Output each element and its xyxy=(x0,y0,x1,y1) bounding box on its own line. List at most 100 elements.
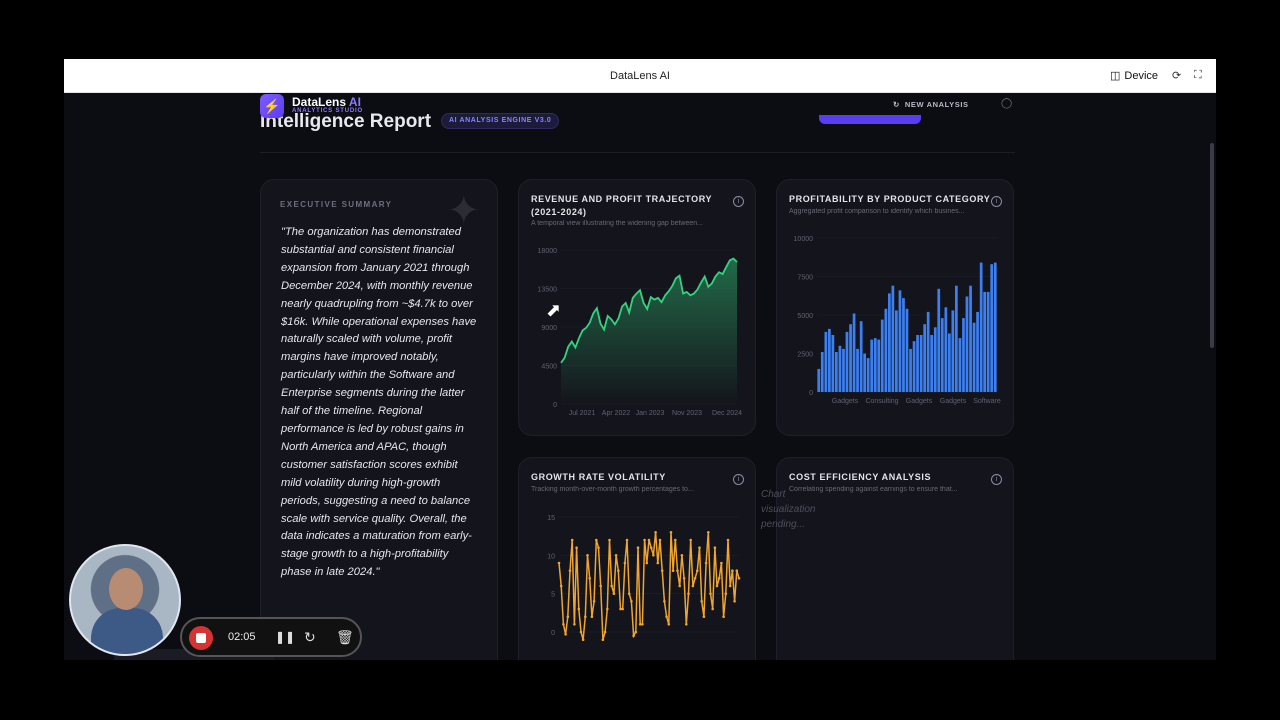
github-icon[interactable]: ◯ xyxy=(1001,98,1013,109)
info-icon[interactable]: i xyxy=(733,474,744,485)
browser-toolbar: DataLens AI ◫ Device ⟳ ⛶ xyxy=(64,59,1216,93)
growth-point xyxy=(573,623,576,626)
profit-bar xyxy=(990,264,994,392)
executive-summary-text: "The organization has demonstrated subst… xyxy=(281,226,477,579)
new-analysis-button[interactable]: ↻ NEW ANALYSIS xyxy=(893,100,969,109)
profit-bar xyxy=(979,262,983,392)
growth-point xyxy=(656,561,660,565)
growth-point xyxy=(588,577,591,580)
growth-point xyxy=(592,600,596,603)
profit-y-tick-label: 10000 xyxy=(794,236,814,243)
profit-x-tick-label: Consulting xyxy=(865,398,898,405)
profit-x-tick-label: Gadgets xyxy=(940,398,967,405)
profitability-card-subtitle: Aggregated profit comparison to identify… xyxy=(789,208,965,215)
growth-point xyxy=(691,584,695,588)
profit-y-tick-label: 5000 xyxy=(797,313,813,320)
growth-point xyxy=(636,546,640,549)
browser-frame: DataLens AI ◫ Device ⟳ ⛶ Intelligence Re… xyxy=(64,59,1216,660)
profit-bar xyxy=(948,333,951,392)
revenue-y-tick-label: 18000 xyxy=(538,248,558,255)
growth-point xyxy=(667,623,671,626)
webcam-preview[interactable] xyxy=(69,544,181,656)
device-button[interactable]: ◫ Device xyxy=(1110,69,1158,83)
new-analysis-label: NEW ANALYSIS xyxy=(904,100,969,109)
trash-icon[interactable]: 🗑 xyxy=(336,629,354,645)
info-icon[interactable]: i xyxy=(991,474,1002,485)
profit-bar xyxy=(856,348,859,392)
profit-bar xyxy=(940,318,944,392)
growth-point xyxy=(579,630,583,634)
growth-point xyxy=(685,623,688,626)
profit-bar xyxy=(993,262,997,392)
pause-icon[interactable]: ❚❚ xyxy=(275,630,296,644)
growth-point xyxy=(599,584,602,588)
growth-point xyxy=(590,615,594,618)
growth-point xyxy=(669,531,673,534)
profit-x-tick-label: Gadgets xyxy=(832,398,859,405)
profit-bar xyxy=(926,311,930,392)
refresh-icon: ↻ xyxy=(893,100,900,109)
growth-point xyxy=(682,577,686,580)
growth-point xyxy=(577,607,581,611)
mouse-cursor-icon: ⬈ xyxy=(546,300,562,320)
revenue-title-line2: (2021-2024) xyxy=(531,207,587,217)
info-icon[interactable]: i xyxy=(991,196,1002,207)
profit-bar xyxy=(873,338,877,392)
revenue-card-title: REVENUE AND PROFIT TRAJECTORY (2021-2024… xyxy=(531,193,712,219)
active-tab-indicator[interactable] xyxy=(819,115,921,124)
growth-y-tick-label: 0 xyxy=(551,630,555,637)
growth-point xyxy=(665,615,668,618)
profit-bar xyxy=(955,285,958,392)
growth-point xyxy=(630,600,633,603)
cost-efficiency-card: COST EFFICIENCY ANALYSIS Correlating spe… xyxy=(776,457,1014,660)
growth-point xyxy=(581,638,585,641)
growth-point xyxy=(674,538,677,542)
profit-bar xyxy=(972,322,976,392)
growth-point xyxy=(584,615,587,618)
growth-point xyxy=(627,592,631,595)
growth-point xyxy=(621,607,624,611)
scrollbar[interactable] xyxy=(1210,143,1214,348)
growth-chart: 0 5 10 15 xyxy=(547,515,741,641)
growth-volatility-card: GROWTH RATE VOLATILITY Tracking month-ov… xyxy=(518,457,756,660)
chart-pending-text: Chart visualization pending... xyxy=(761,489,816,530)
growth-point xyxy=(660,569,664,572)
fullscreen-icon[interactable]: ⛶ xyxy=(1194,69,1202,81)
growth-point xyxy=(733,600,736,603)
logo-name[interactable]: DataLens AI xyxy=(292,95,361,109)
revenue-title-line1: REVENUE AND PROFIT TRAJECTORY xyxy=(531,194,713,204)
info-icon[interactable]: i xyxy=(733,196,744,207)
growth-point xyxy=(678,584,681,588)
profit-bar xyxy=(986,291,990,392)
restart-icon[interactable]: ↻ xyxy=(304,629,316,645)
growth-point xyxy=(728,584,732,588)
rotate-icon[interactable]: ⟳ xyxy=(1172,70,1182,82)
webcam-person-body xyxy=(91,608,163,654)
logo-subtitle: ANALYTICS STUDIO xyxy=(292,108,363,114)
growth-point xyxy=(700,600,703,603)
growth-point xyxy=(645,561,649,565)
growth-point xyxy=(603,630,607,634)
growth-point xyxy=(606,607,609,611)
growth-point xyxy=(671,569,675,572)
recording-timer: 02:05 xyxy=(228,631,256,643)
profitability-card: PROFITABILITY BY PRODUCT CATEGORY Aggreg… xyxy=(776,179,1014,436)
growth-point xyxy=(724,592,728,595)
profitability-card-title: PROFITABILITY BY PRODUCT CATEGORY xyxy=(789,194,991,204)
profit-bar xyxy=(838,345,842,392)
profit-y-tick-label: 7500 xyxy=(797,275,813,282)
growth-point xyxy=(647,538,651,542)
profit-y-tick-label: 0 xyxy=(809,390,813,397)
profit-bar xyxy=(962,318,965,392)
profit-bar xyxy=(944,307,948,392)
growth-point xyxy=(704,561,708,565)
growth-point xyxy=(715,584,719,588)
profit-bar xyxy=(859,321,863,392)
profit-bar xyxy=(866,358,870,392)
header-divider xyxy=(260,152,1015,153)
stop-recording-button[interactable] xyxy=(189,626,213,650)
revenue-line xyxy=(560,257,738,364)
growth-point xyxy=(632,634,635,638)
growth-card-title: GROWTH RATE VOLATILITY xyxy=(531,472,666,482)
revenue-x-tick-label: Jan 2023 xyxy=(636,410,665,417)
